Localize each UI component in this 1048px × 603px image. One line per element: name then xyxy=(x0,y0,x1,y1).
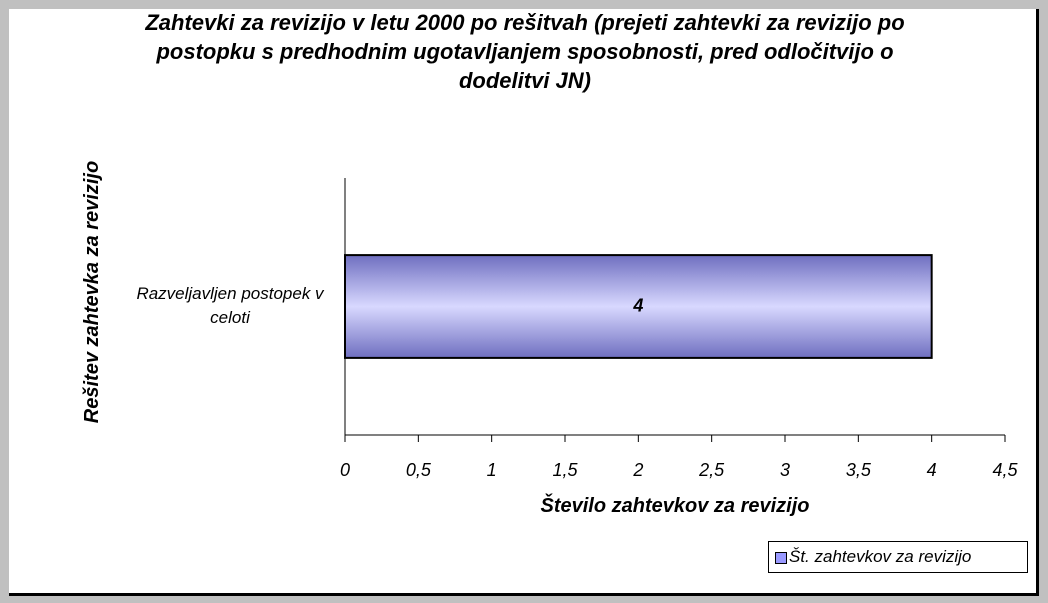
y-axis-title: Rešitev zahtevka za revizijo xyxy=(81,160,103,424)
legend-swatch xyxy=(775,552,787,564)
x-tick-label: 3,5 xyxy=(846,460,872,480)
x-tick-label: 4,5 xyxy=(992,460,1018,480)
x-tick-label: 0,5 xyxy=(406,460,432,480)
x-tick-label: 1,5 xyxy=(552,460,578,480)
x-tick-label: 3 xyxy=(780,460,790,480)
legend-label: Št. zahtevkov za revizijo xyxy=(789,547,972,566)
x-tick-label: 0 xyxy=(340,460,350,480)
chart-title: Zahtevki za revizijo v letu 2000 po reši… xyxy=(145,10,905,93)
data-label: 4 xyxy=(632,295,643,315)
x-tick-label: 1 xyxy=(487,460,497,480)
x-tick-label: 2 xyxy=(632,460,643,480)
y-tick-label: Razveljavljen postopek v celoti xyxy=(136,284,324,327)
x-tick-label: 2,5 xyxy=(698,460,725,480)
bar xyxy=(344,254,933,359)
legend: Št. zahtevkov za revizijo xyxy=(768,541,1028,573)
x-axis-title: Število zahtevkov za revizijo xyxy=(540,495,810,517)
x-tick-label: 4 xyxy=(927,460,937,480)
